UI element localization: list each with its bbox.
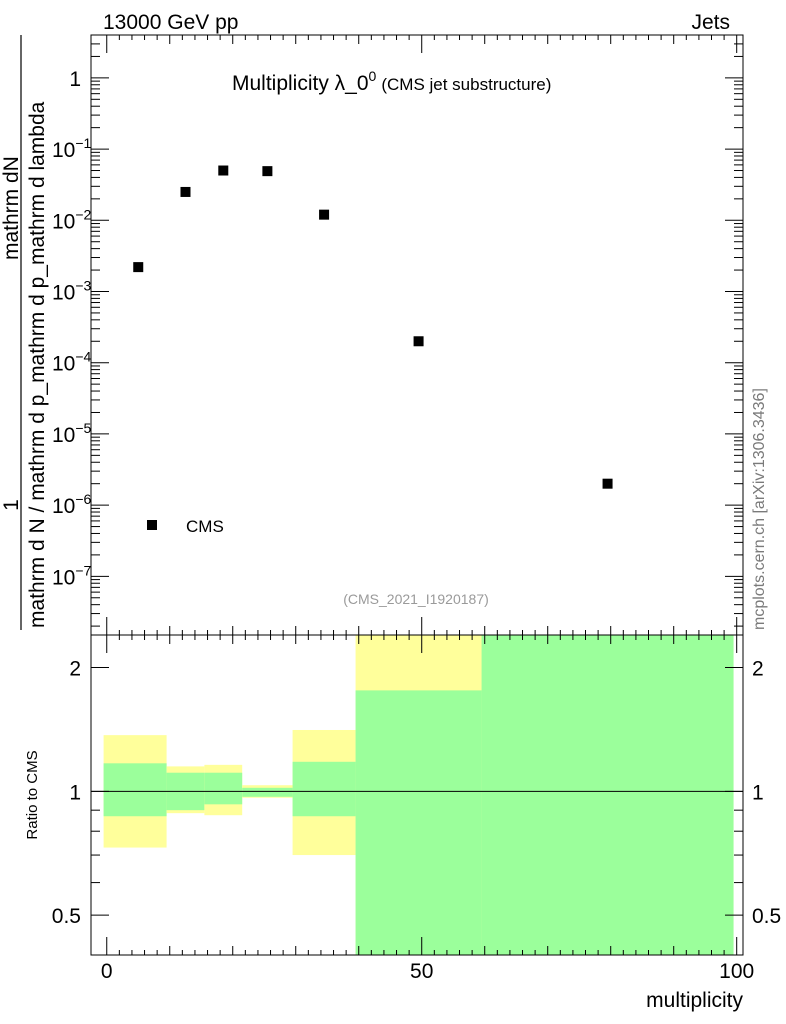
data-point — [180, 186, 191, 197]
y-label-numerator: mathrm dN — [0, 156, 23, 260]
ratio-y-tick-label-right: 1 — [752, 781, 764, 804]
data-point — [602, 478, 613, 489]
ratio-y-tick-label: 1 — [69, 781, 81, 804]
y-tick-label: 10−7 — [52, 562, 92, 589]
main-plot-frame — [90, 34, 744, 636]
x-tick-label: 50 — [410, 960, 433, 983]
ratio-plot-tick-labels: 0.5 0.5 1 1 2 2 0 50 100 — [52, 658, 781, 983]
analysis-id: (CMS_2021_I1920187) — [343, 591, 489, 607]
plot-title: Multiplicity λ_00 (CMS jet substructure) — [232, 68, 551, 95]
legend-marker-cms — [147, 520, 157, 530]
main-y-axis-label: 1 mathrm d N / mathrm d p_mathrm d p_mat… — [0, 35, 49, 630]
ratio-band-inner — [481, 635, 734, 955]
data-point — [218, 165, 229, 176]
main-plot-tick-labels: 1 10−1 10−2 10−3 10−4 10−5 10−6 10−7 — [52, 68, 92, 589]
x-tick-label: 0 — [101, 960, 113, 983]
data-point — [133, 262, 144, 273]
ratio-band-inner — [103, 763, 167, 817]
plot-title-text: Multiplicity λ_0 — [232, 72, 369, 95]
plot-title-superscript: 0 — [369, 68, 377, 84]
ratio-plot-ticks — [91, 635, 743, 956]
y-label-denominator: mathrm d N / mathrm d p_mathrm d p_mathr… — [26, 101, 49, 628]
y-tick-label: 10−5 — [52, 420, 92, 447]
ratio-y-tick-label: 2 — [69, 658, 81, 681]
ratio-y-tick-label-right: 0.5 — [752, 905, 781, 928]
ratio-bands — [103, 635, 734, 955]
ratio-band-inner — [204, 772, 243, 805]
header-energy-label: 13000 GeV pp — [103, 11, 238, 34]
ratio-plot-frame — [90, 634, 744, 956]
y-tick-label: 10−4 — [52, 349, 92, 376]
y-tick-label: 10−6 — [52, 491, 92, 518]
y-tick-label: 10−2 — [52, 206, 92, 233]
x-tick-label: 100 — [719, 960, 754, 983]
y-tick-label: 10−3 — [52, 277, 92, 304]
y-tick-label: 10−1 — [52, 135, 92, 162]
data-point — [319, 209, 330, 220]
plot-subtitle: (CMS jet substructure) — [381, 75, 551, 94]
data-points — [133, 165, 613, 489]
data-point — [413, 336, 424, 347]
ratio-plot: 0.5 0.5 1 1 2 2 0 50 100 Ratio to CMS multiplici… — [24, 634, 781, 1012]
credit-label: mcplots.cern.ch [arXiv:1306.3436] — [751, 388, 768, 630]
main-plot: 1 10−1 10−2 10−3 10−4 10−5 10−6 10−7 Multiplici… — [52, 34, 744, 636]
ratio-y-tick-label-right: 2 — [752, 658, 764, 681]
ratio-band-inner — [242, 787, 293, 797]
ratio-band-inner — [355, 690, 482, 955]
ratio-band-inner — [292, 761, 356, 817]
ratio-y-tick-label: 0.5 — [52, 905, 81, 928]
y-tick-label: 1 — [69, 68, 81, 91]
legend: CMS — [147, 517, 224, 536]
header-process-label: Jets — [691, 11, 730, 34]
legend-label-cms: CMS — [186, 517, 224, 536]
y-label-one: 1 — [0, 499, 23, 511]
ratio-y-axis-label: Ratio to CMS — [24, 750, 41, 839]
data-point — [262, 166, 273, 177]
main-plot-ticks — [91, 34, 743, 635]
x-axis-label: multiplicity — [646, 989, 743, 1012]
